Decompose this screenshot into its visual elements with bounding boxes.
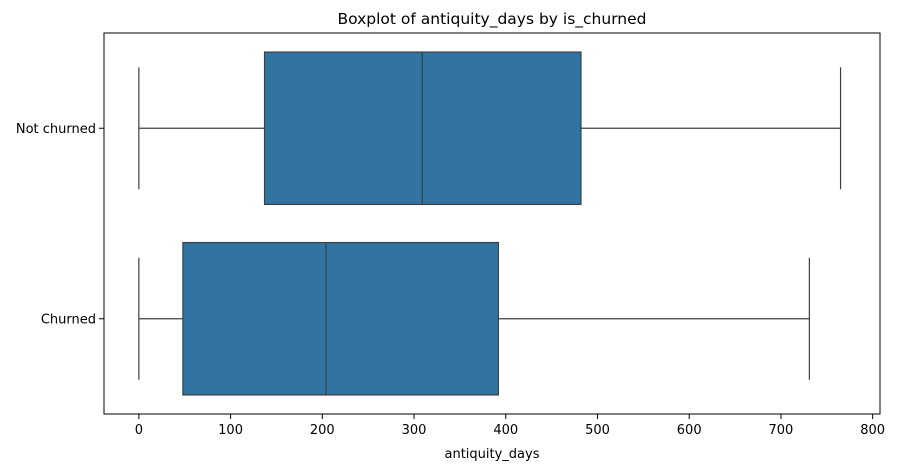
x-tick-label: 100 [218, 423, 243, 438]
box-iqr [182, 241, 500, 396]
x-axis-label: antiquity_days [445, 447, 540, 462]
y-tick-label: Churned [41, 312, 96, 327]
x-tick-label: 700 [769, 423, 794, 438]
x-tick-label: 500 [585, 423, 610, 438]
x-tick-label: 600 [677, 423, 702, 438]
chart-title: Boxplot of antiquity_days by is_churned [337, 10, 646, 29]
plot-area: Not churned Churned 0 100 200 300 400 500 600 700… [16, 32, 885, 438]
plot-frame [103, 32, 881, 415]
x-tick-label: 0 [135, 423, 143, 438]
x-tick-label: 200 [310, 423, 335, 438]
x-tick-label: 300 [402, 423, 427, 438]
x-tick-label: 400 [493, 423, 518, 438]
y-tick-label: Not churned [16, 122, 96, 137]
x-tick-label: 800 [860, 423, 885, 438]
